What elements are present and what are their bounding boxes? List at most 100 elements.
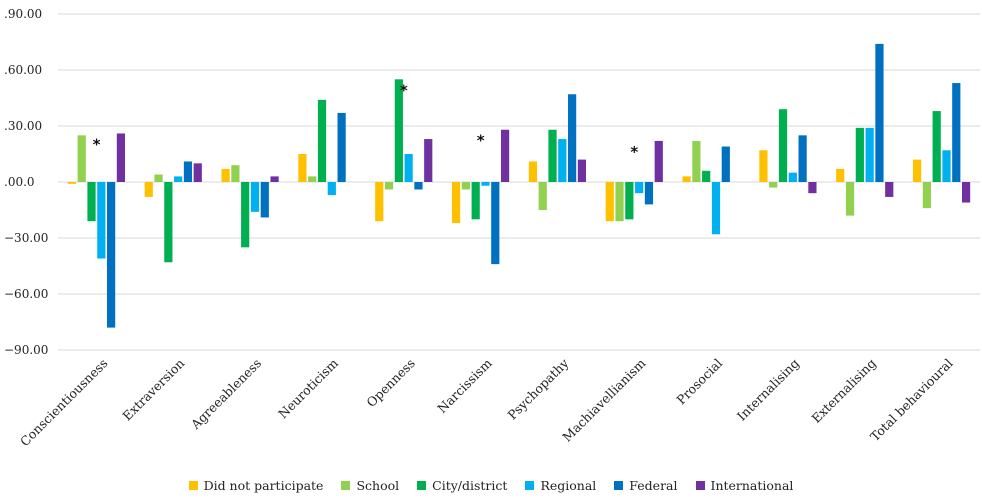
bar	[759, 150, 768, 182]
bar	[337, 112, 346, 182]
bar	[912, 159, 922, 182]
bar	[942, 150, 951, 182]
bar	[384, 182, 394, 190]
y-tick-label: −90.00	[4, 343, 48, 357]
category-label: Internalising	[734, 356, 802, 424]
bar	[375, 182, 384, 222]
bar	[548, 129, 557, 182]
category-label: Narcissism	[434, 355, 495, 416]
bar	[932, 111, 941, 182]
bar	[855, 127, 864, 182]
bar	[605, 182, 614, 222]
bar	[538, 182, 547, 210]
bar	[327, 182, 336, 196]
y-tick-label: .00.0	[4, 175, 35, 189]
bar	[568, 94, 577, 182]
legend-item: Federal	[614, 478, 678, 493]
bar	[682, 176, 691, 182]
bar	[77, 135, 86, 182]
bar	[808, 182, 817, 194]
bar	[451, 182, 461, 224]
bar	[107, 182, 116, 328]
category-label: Openness	[363, 356, 417, 410]
bar	[87, 182, 96, 222]
bar	[231, 165, 240, 182]
bar	[491, 182, 500, 265]
legend-swatch	[341, 481, 351, 490]
bar	[414, 182, 423, 190]
legend-swatch	[417, 481, 427, 490]
legend-swatch	[188, 481, 198, 490]
bar	[625, 182, 634, 220]
bar	[144, 182, 153, 197]
bar	[174, 176, 183, 182]
legend-label: International	[710, 478, 794, 493]
bar	[394, 79, 403, 182]
legend: Did not participate School City/district Re…	[0, 478, 982, 493]
bar	[270, 176, 279, 182]
bar	[836, 168, 845, 182]
bar	[424, 139, 433, 182]
bar	[922, 182, 931, 209]
significance-annotation: *	[477, 132, 485, 150]
bar	[875, 43, 884, 182]
bar	[615, 182, 624, 222]
bar	[778, 109, 788, 182]
x-axis-category-labels: Conscientiousness Extraversion Agreeablene…	[17, 355, 956, 449]
legend-item: Did not participate	[188, 478, 324, 493]
bar	[67, 182, 77, 184]
legend-item: School	[341, 478, 399, 493]
bar	[558, 139, 567, 182]
category-label: Neuroticism	[275, 355, 341, 421]
category-label: Agreeableness	[187, 356, 264, 433]
legend-label: School	[356, 478, 400, 493]
significance-annotation: *	[93, 135, 101, 153]
bar	[193, 163, 202, 182]
bar	[308, 176, 317, 182]
significance-annotation: *	[400, 81, 408, 99]
bars	[67, 43, 971, 328]
legend-label: Federal	[629, 478, 678, 493]
gridlines	[58, 13, 980, 351]
bar	[97, 182, 106, 259]
bar	[183, 161, 193, 182]
bar	[788, 172, 797, 182]
bar	[769, 182, 778, 188]
y-tick-label: .90.00	[4, 7, 42, 21]
category-label: Conscientiousness	[17, 356, 111, 450]
bar	[154, 174, 163, 182]
y-tick-label: −30.00	[4, 231, 48, 245]
bar	[241, 182, 250, 248]
bar	[798, 135, 807, 182]
category-label: Psychopathy	[505, 355, 573, 423]
bar	[164, 182, 173, 263]
y-tick-label: .30.00	[4, 119, 42, 133]
legend-item: International	[695, 478, 794, 493]
bar-chart: −90.00 −60.00 −30.00 .00.0 .30.00 .60.00 .90.0…	[4, 7, 980, 449]
legend-label: Did not participate	[203, 478, 324, 493]
bar	[260, 182, 269, 218]
legend-label: City/district	[432, 478, 508, 493]
legend-swatch	[525, 481, 535, 490]
legend-item: City/district	[417, 478, 507, 493]
bar	[635, 182, 644, 194]
category-label: Machiavellianism	[559, 355, 648, 444]
bar	[221, 168, 230, 182]
bar	[298, 154, 307, 182]
legend-swatch	[695, 481, 705, 490]
bar	[461, 182, 470, 190]
significance-annotation: *	[630, 143, 638, 161]
bar	[952, 83, 961, 182]
bar	[116, 133, 126, 182]
bar	[481, 182, 490, 186]
annotations: * * * *	[93, 81, 639, 161]
y-tick-label: .60.00	[4, 63, 42, 77]
bar	[317, 99, 327, 182]
bar	[500, 129, 510, 182]
bar	[865, 127, 874, 182]
category-label: Extraversion	[119, 356, 187, 424]
bar	[961, 182, 971, 203]
bar	[404, 154, 413, 182]
legend-swatch	[614, 481, 624, 490]
category-label: Prosocial	[673, 356, 725, 408]
